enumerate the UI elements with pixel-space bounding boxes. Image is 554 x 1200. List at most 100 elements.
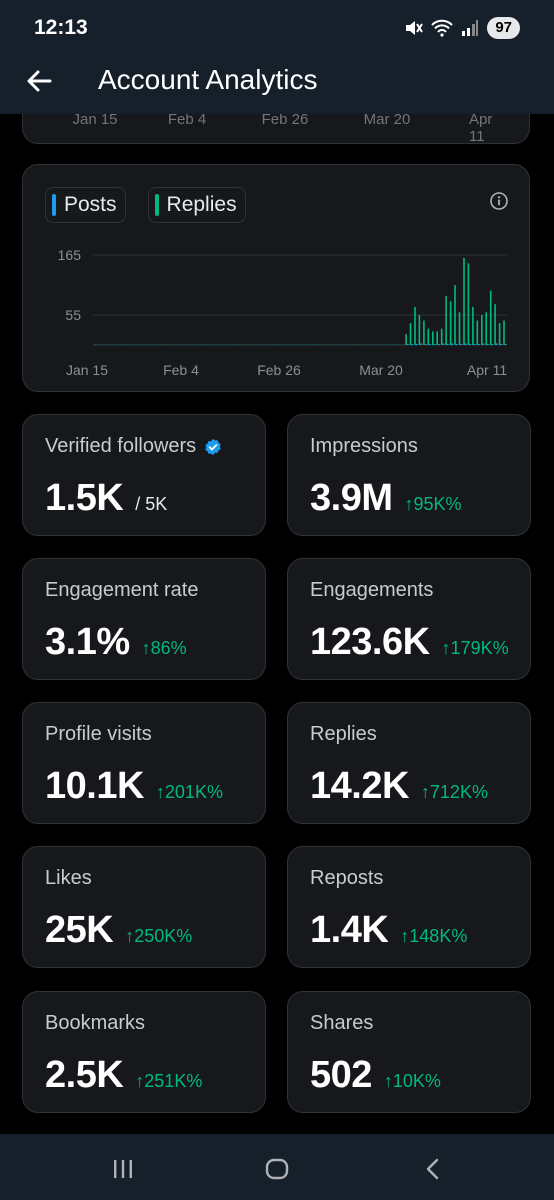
- stat-label: Engagements: [310, 579, 433, 602]
- stat-value-row: 1.5K / 5K: [45, 477, 167, 520]
- bar-replies: [427, 328, 430, 345]
- stat-value: 25K: [45, 909, 114, 951]
- legend-swatch-posts: [52, 194, 56, 216]
- stat-label: Impressions: [310, 435, 418, 458]
- info-icon[interactable]: [489, 191, 509, 211]
- arrow-up-icon: ↑: [400, 926, 410, 946]
- stat-value-row: 123.6K ↑179K%: [310, 621, 509, 664]
- stat-goal: / 5K: [135, 494, 168, 514]
- stat-change: ↑95K%: [404, 494, 461, 515]
- back-icon: [426, 1158, 439, 1180]
- bar-posts: [491, 343, 494, 345]
- previous-axis-label: Jan 15: [72, 111, 118, 128]
- stat-label-text: Engagements: [310, 579, 434, 601]
- previous-axis-label: Apr 11: [469, 111, 493, 144]
- home-icon: [265, 1158, 289, 1180]
- stat-value-row: 14.2K ↑712K%: [310, 765, 488, 808]
- stat-card-shares[interactable]: Shares 502 ↑10K%: [287, 991, 531, 1113]
- activity-chart-card: Posts Replies 165 55 Jan 15 Feb 4 Feb 26 Mar …: [22, 164, 530, 392]
- stat-card-verified-followers[interactable]: Verified followers 1.5K / 5K: [22, 414, 266, 536]
- bar-posts: [438, 343, 440, 345]
- bar-posts: [482, 343, 485, 345]
- arrow-up-icon: ↑: [125, 926, 135, 946]
- stat-change-value: 148K%: [409, 926, 468, 946]
- stat-change-value: 10K%: [392, 1071, 441, 1091]
- stat-change-value: 712K%: [429, 782, 488, 802]
- bar-posts: [407, 343, 409, 345]
- recents-icon: [114, 1160, 132, 1178]
- stat-change-value: 251K%: [144, 1071, 203, 1091]
- stat-change-value: 86%: [150, 638, 187, 658]
- stat-change: ↑201K%: [156, 782, 223, 803]
- bar-replies: [449, 301, 452, 345]
- verified-badge-icon: [205, 438, 221, 455]
- stat-value-row: 10.1K ↑201K%: [45, 765, 223, 808]
- x-tick-label: Mar 20: [359, 362, 403, 378]
- stat-card-profile-visits[interactable]: Profile visits 10.1K ↑201K%: [22, 702, 266, 824]
- stat-change: ↑250K%: [125, 926, 192, 947]
- bar-posts: [473, 343, 476, 345]
- stat-value: 14.2K: [310, 765, 409, 807]
- nav-back-button[interactable]: [418, 1154, 448, 1184]
- bar-posts: [464, 343, 467, 345]
- bar-replies: [458, 312, 461, 345]
- stat-card-impressions[interactable]: Impressions 3.9M ↑95K%: [287, 414, 531, 536]
- previous-axis-label: Feb 4: [167, 111, 207, 128]
- arrow-up-icon: ↑: [404, 494, 414, 514]
- bar-posts: [411, 343, 414, 345]
- stat-label-text: Impressions: [310, 435, 418, 457]
- arrow-up-icon: ↑: [141, 638, 151, 658]
- stat-card-bookmarks[interactable]: Bookmarks 2.5K ↑251K%: [22, 991, 266, 1113]
- bar-replies: [405, 334, 407, 345]
- stat-change: ↑86%: [142, 638, 187, 659]
- stat-card-reposts[interactable]: Reposts 1.4K ↑148K%: [287, 846, 531, 968]
- stat-value-row: 3.1% ↑86%: [45, 621, 187, 664]
- stat-value: 3.1%: [45, 621, 130, 663]
- stat-value-row: 3.9M ↑95K%: [310, 477, 462, 520]
- bar-replies: [423, 320, 425, 345]
- bar-replies: [454, 285, 456, 345]
- legend-replies[interactable]: Replies: [147, 187, 246, 223]
- legend-posts[interactable]: Posts: [45, 187, 126, 223]
- stat-card-engagement-rate[interactable]: Engagement rate 3.1% ↑86%: [22, 558, 266, 680]
- bar-posts: [487, 343, 489, 345]
- x-tick-label: Feb 4: [163, 362, 199, 378]
- bar-replies: [494, 304, 496, 345]
- bar-posts: [424, 343, 427, 345]
- recents-button[interactable]: [108, 1154, 138, 1184]
- bar-posts: [420, 343, 422, 345]
- stat-change: ↑179K%: [442, 638, 509, 659]
- arrow-up-icon: ↑: [441, 638, 451, 658]
- stat-value: 2.5K: [45, 1054, 124, 1096]
- arrow-up-icon: ↑: [420, 782, 430, 802]
- bar-replies: [414, 306, 416, 345]
- arrow-up-icon: ↑: [383, 1071, 393, 1091]
- signal-icon: [462, 20, 479, 36]
- page-title: Account Analytics: [98, 64, 318, 95]
- bar-replies: [418, 315, 421, 345]
- bar-posts: [447, 343, 449, 345]
- y-tick-label: 55: [65, 307, 81, 323]
- back-button[interactable]: [24, 66, 54, 96]
- bar-replies: [445, 296, 447, 345]
- app-header: Account Analytics: [0, 56, 554, 114]
- bar-replies: [498, 323, 501, 345]
- arrow-up-icon: ↑: [135, 1071, 145, 1091]
- y-tick-label: 165: [58, 247, 82, 263]
- status-time: 12:13: [34, 16, 88, 39]
- stat-card-engagements[interactable]: Engagements 123.6K ↑179K%: [287, 558, 531, 680]
- bar-replies: [485, 312, 487, 345]
- stat-card-replies[interactable]: Replies 14.2K ↑712K%: [287, 702, 531, 824]
- stat-label: Profile visits: [45, 723, 152, 746]
- home-button[interactable]: [262, 1154, 292, 1184]
- stat-label-text: Profile visits: [45, 723, 152, 745]
- bar-posts: [433, 343, 436, 345]
- stat-card-likes[interactable]: Likes 25K ↑250K%: [22, 846, 266, 968]
- stat-change: ↑712K%: [421, 782, 488, 803]
- stat-label: Reposts: [310, 867, 383, 890]
- battery-indicator: 97: [487, 17, 520, 39]
- arrow-up-icon: ↑: [155, 782, 165, 802]
- stat-value: 10.1K: [45, 765, 144, 807]
- stat-change-value: 179K%: [450, 638, 509, 658]
- system-nav-bar: [0, 1134, 554, 1200]
